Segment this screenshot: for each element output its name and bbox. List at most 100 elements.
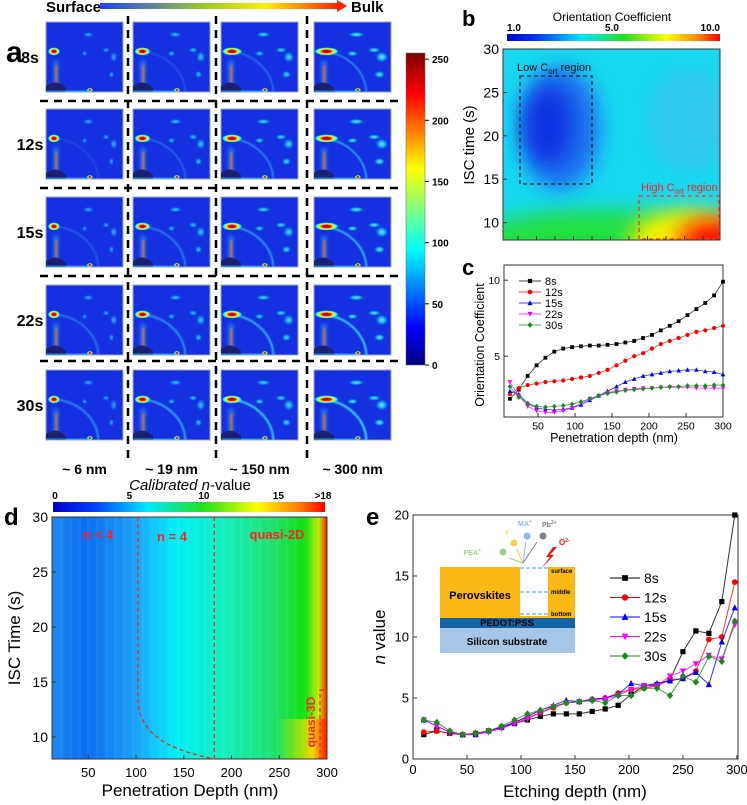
x-tick-label: 200: [640, 421, 658, 433]
ylabel-n: n: [370, 655, 389, 664]
x-axis-label: Penetration Depth (nm): [102, 781, 279, 800]
y-tick-label: 20: [483, 128, 499, 144]
data-point-triangle-up: [640, 373, 646, 378]
diffraction-spot: [346, 137, 359, 144]
ion-circle: [539, 532, 547, 540]
horizon-line: [46, 265, 93, 267]
legend-item: 15s: [519, 298, 563, 310]
heatmap-stripe: [231, 517, 234, 759]
x-tick-label: 100: [510, 762, 532, 777]
data-point-circle: [712, 325, 717, 331]
diffraction-spot: [81, 137, 88, 144]
horizon-line: [314, 438, 361, 440]
heatmap-stripe: [168, 517, 171, 759]
beamstop-shadow: [314, 430, 334, 440]
diffraction-spot: [194, 418, 203, 427]
data-point-circle: [527, 289, 533, 295]
giwaxs-pattern: [220, 369, 299, 441]
data-point-square: [632, 339, 637, 343]
data-point-diamond: [692, 678, 700, 686]
diffraction-ring: [51, 137, 100, 180]
data-point-diamond: [560, 402, 566, 409]
data-point-diamond: [658, 384, 664, 391]
label-main: High C: [641, 182, 675, 194]
diffraction-spot: [346, 50, 359, 57]
legend-item: 12s: [610, 589, 667, 605]
bragg-peak: [314, 395, 339, 404]
data-point-triangle-up: [649, 371, 655, 377]
diffraction-spot: [346, 225, 359, 232]
ion-name: I: [506, 530, 508, 537]
title-pre: Calibrated: [129, 477, 202, 494]
data-point-circle: [649, 346, 655, 351]
data-point-diamond: [653, 684, 661, 692]
label-sub: ort: [548, 67, 558, 76]
data-point-diamond: [459, 730, 466, 739]
x-tick-label: 200: [221, 765, 243, 780]
beamstop-shadow: [46, 345, 66, 355]
streak-glow: [228, 408, 234, 437]
data-point-diamond: [433, 718, 440, 727]
depth-label: bottom: [551, 612, 571, 618]
diffraction-spot: [254, 313, 265, 320]
y-tick-label: 20: [395, 508, 409, 523]
silicon-layer: [440, 628, 575, 653]
y-axis-label: ISC Time (s): [5, 591, 24, 685]
diffraction-ring: [51, 225, 100, 268]
diffraction-spot: [281, 418, 292, 427]
heatmap-stripe: [69, 517, 72, 759]
data-point-square: [694, 307, 699, 311]
ion-charge: +: [529, 519, 532, 525]
giwaxs-pattern: [220, 196, 299, 268]
data-point-circle: [703, 328, 708, 333]
diffraction-spot: [373, 70, 386, 79]
beamstop-shadow: [133, 430, 153, 440]
heatmap-stripe: [159, 517, 162, 759]
data-point-triangle-down: [711, 386, 717, 391]
bragg-peak: [48, 310, 60, 319]
data-point-circle: [641, 351, 646, 356]
heatmap-stripe: [105, 517, 108, 759]
data-point-square: [732, 512, 738, 518]
diffraction-spot: [255, 379, 272, 386]
legend-label: 15s: [644, 609, 667, 625]
data-point-square: [587, 343, 592, 348]
data-point-triangle-up: [631, 376, 637, 381]
bragg-peak: [134, 310, 151, 319]
diffraction-spot: [282, 399, 295, 411]
diffraction-spot: [255, 206, 272, 213]
data-point-triangle-down: [543, 410, 548, 415]
diffraction-spot: [374, 51, 389, 63]
data-point-diamond: [516, 394, 522, 400]
giwaxs-pattern: [45, 284, 124, 356]
ion-charge: 2-: [565, 538, 570, 544]
horizon-line: [133, 353, 180, 355]
beamstop-shadow: [46, 169, 66, 179]
diffraction-spot: [254, 137, 265, 144]
giwaxs-pattern: [132, 21, 211, 93]
ion-name: O: [559, 538, 565, 547]
data-point-diamond: [472, 729, 479, 738]
bragg-peak: [48, 134, 60, 143]
beamstop-shadow: [314, 257, 334, 267]
diffraction-spot: [281, 333, 292, 342]
diffraction-spot: [347, 31, 366, 38]
data-point-diamond: [525, 400, 530, 406]
etched-notch: [520, 566, 548, 616]
data-point-diamond: [627, 691, 635, 700]
inset-device-schematic: Perovskites PEDOT:PSS Silicon substrate sur…: [440, 519, 575, 653]
data-point-diamond: [446, 727, 453, 735]
data-point-triangle-down: [560, 409, 566, 414]
beamstop-shadow: [314, 82, 334, 92]
data-point-square: [622, 575, 628, 581]
region-label: n < 4: [83, 527, 114, 542]
streak-glow: [321, 235, 327, 264]
data-point-square: [576, 711, 582, 717]
legend-item: 30s: [519, 320, 563, 332]
y-tick-label: 10: [32, 729, 48, 745]
series-12s: [507, 323, 726, 397]
x-tick-label: 150: [173, 765, 195, 780]
data-point-square: [508, 396, 512, 401]
